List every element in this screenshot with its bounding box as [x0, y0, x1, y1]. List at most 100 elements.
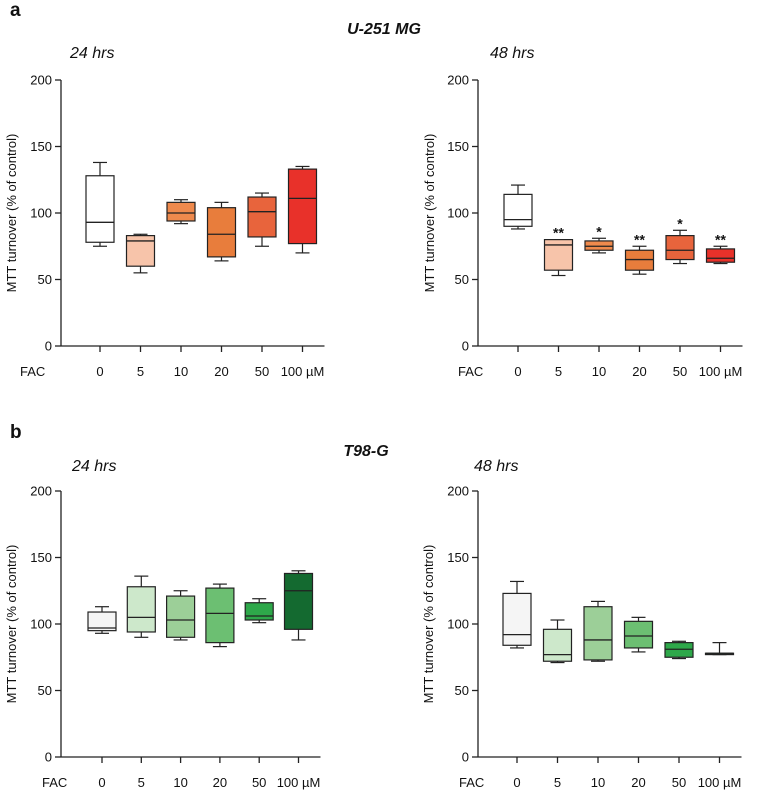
- x-axis-label-fac: FAC: [458, 364, 483, 379]
- x-tick-label: 50: [252, 775, 266, 790]
- significance-marker: **: [553, 225, 564, 241]
- cell-line-title-a: U-251 MG: [347, 21, 421, 38]
- box-plot-2: [166, 199, 196, 225]
- box-plot-0: [503, 184, 533, 230]
- box-plot-5: **: [705, 231, 736, 265]
- box-iqr: [206, 207, 237, 258]
- y-tick-label: 50: [455, 272, 469, 287]
- y-tick-label: 150: [30, 550, 52, 565]
- box-plot-5: [704, 642, 735, 656]
- x-tick-label: 0: [96, 364, 103, 379]
- box-plot-5: [283, 570, 314, 641]
- y-tick-label: 0: [462, 339, 469, 354]
- box-plot-2: *: [584, 223, 614, 254]
- y-tick-label: 150: [447, 139, 469, 154]
- x-tick-label: 5: [554, 775, 561, 790]
- box-plot-0: [87, 606, 117, 634]
- box-iqr: [247, 196, 277, 238]
- box-plot-1: [542, 619, 573, 664]
- x-tick-label: 50: [255, 364, 269, 379]
- x-tick-label: 20: [213, 775, 227, 790]
- chart-time-title: 48 hrs: [490, 45, 534, 62]
- x-tick-label: 100 µM: [699, 364, 743, 379]
- x-tick-label: 5: [137, 364, 144, 379]
- box-iqr: [205, 587, 235, 644]
- cell-line-title-b: T98-G: [343, 443, 388, 460]
- box-plot-5: [287, 165, 318, 254]
- x-tick-label: 100 µM: [698, 775, 742, 790]
- box-iqr: [166, 595, 196, 638]
- box-plot-4: *: [665, 215, 695, 265]
- box-plot-2: [583, 600, 613, 662]
- box-iqr: [87, 611, 117, 632]
- x-tick-label: 0: [98, 775, 105, 790]
- x-axis-label-fac: FAC: [42, 775, 67, 790]
- x-tick-label: 10: [591, 775, 605, 790]
- box-chart-a-24h: 24 hrs 0 50 100 150 200 MTT turnover (% of con…: [4, 45, 325, 379]
- y-tick-label: 100: [30, 206, 52, 221]
- x-tick-label: 5: [138, 775, 145, 790]
- y-tick-label: 150: [30, 139, 52, 154]
- box-iqr: [283, 572, 314, 630]
- box-iqr: [583, 606, 613, 661]
- box-plot-1: [126, 575, 156, 638]
- y-tick-label: 200: [30, 484, 52, 499]
- x-tick-label: 100 µM: [277, 775, 321, 790]
- y-tick-label: 150: [447, 550, 469, 565]
- chart-time-title: 24 hrs: [69, 45, 114, 62]
- x-tick-label: 20: [632, 364, 646, 379]
- significance-marker: **: [634, 231, 645, 247]
- box-plot-0: [502, 580, 532, 649]
- box-iqr: [244, 602, 274, 621]
- box-iqr: [543, 239, 574, 271]
- panel-letter-a: a: [10, 0, 21, 21]
- box-iqr: [502, 592, 532, 646]
- box-iqr: [166, 201, 196, 222]
- box-iqr: [125, 235, 156, 267]
- box-plot-3: [206, 201, 237, 262]
- box-iqr: [705, 248, 736, 263]
- y-tick-label: 50: [455, 683, 469, 698]
- x-tick-label: 5: [555, 364, 562, 379]
- significance-marker: *: [596, 223, 602, 239]
- y-tick-label: 0: [462, 750, 469, 765]
- y-tick-label: 200: [30, 73, 52, 88]
- panel-letter-b: b: [10, 422, 22, 443]
- y-tick-label: 200: [447, 484, 469, 499]
- box-plot-4: [244, 598, 274, 624]
- box-plot-2: [166, 590, 196, 641]
- box-iqr: [623, 620, 654, 649]
- box-iqr: [624, 249, 655, 271]
- box-iqr: [85, 175, 115, 243]
- y-tick-label: 50: [38, 683, 52, 698]
- x-tick-label: 10: [174, 364, 188, 379]
- box-plot-3: **: [624, 231, 655, 275]
- box-plot-3: [623, 616, 654, 653]
- y-axis-label: MTT turnover (% of control): [4, 545, 19, 704]
- box-plot-1: [125, 233, 156, 274]
- box-plot-3: [205, 583, 235, 648]
- y-tick-label: 200: [447, 73, 469, 88]
- y-tick-label: 0: [45, 750, 52, 765]
- chart-time-title: 24 hrs: [71, 458, 116, 475]
- x-tick-label: 20: [214, 364, 228, 379]
- y-tick-label: 100: [447, 617, 469, 632]
- box-plot-4: [247, 192, 277, 247]
- x-tick-label: 20: [631, 775, 645, 790]
- box-iqr: [542, 628, 573, 662]
- y-tick-label: 100: [30, 617, 52, 632]
- box-iqr: [503, 193, 533, 227]
- x-tick-label: 100 µM: [281, 364, 325, 379]
- x-tick-label: 0: [514, 364, 521, 379]
- box-iqr: [664, 642, 694, 658]
- x-tick-label: 50: [672, 775, 686, 790]
- box-plot-0: [85, 161, 115, 247]
- x-axis-label-fac: FAC: [459, 775, 484, 790]
- y-axis-label: MTT turnover (% of control): [4, 134, 19, 293]
- chart-time-title: 48 hrs: [474, 458, 518, 475]
